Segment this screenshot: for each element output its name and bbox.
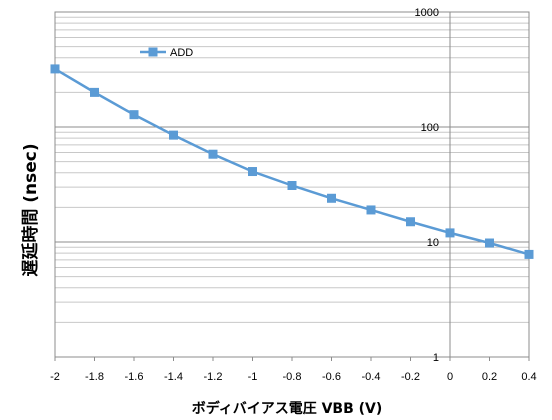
y-axis-title: 遅延時間 (nsec) — [20, 143, 41, 276]
data-point — [287, 180, 297, 190]
x-tick-label: -1.8 — [85, 371, 104, 383]
axes — [54, 11, 530, 361]
x-tick-label: -1.2 — [204, 371, 223, 383]
x-tick-label: 0.4 — [521, 371, 536, 383]
x-tick-label: -0.8 — [283, 371, 302, 383]
data-point — [485, 238, 494, 248]
x-tick-label: 0 — [447, 371, 453, 383]
y-tick-label: 1 — [433, 352, 439, 364]
tick-labels: -2 -1.8 -1.6 -1.4 -1.2 -1 -0.8 -0.6 -0.4 -0.2 0 0.2… — [50, 7, 537, 383]
data-point — [129, 110, 139, 120]
x-tick-label: -2 — [50, 371, 60, 383]
legend: ADD — [140, 47, 193, 59]
series-layer — [50, 64, 534, 259]
data-point — [248, 167, 257, 177]
data-point — [366, 205, 376, 215]
x-tick-label: -0.2 — [401, 371, 420, 383]
legend-marker-add — [148, 47, 158, 57]
data-point — [524, 249, 534, 259]
x-tick-label: -1.6 — [125, 371, 144, 383]
data-point — [208, 149, 218, 159]
data-point — [90, 87, 99, 97]
data-point — [169, 130, 178, 140]
legend-label-add: ADD — [170, 47, 193, 59]
x-tick-label: -0.4 — [362, 371, 381, 383]
x-tick-label: -0.6 — [322, 371, 341, 383]
data-point — [406, 217, 415, 227]
x-tick-label: 0.2 — [482, 371, 497, 383]
y-tick-label: 10 — [427, 237, 439, 249]
x-tick-label: -1.4 — [164, 371, 183, 383]
y-tick-label: 1000 — [415, 7, 439, 19]
x-tick-label: -1 — [248, 371, 258, 383]
data-point — [50, 64, 60, 74]
data-point — [445, 228, 455, 238]
x-axis-title: ボディバイアス電圧 VBB (V) — [192, 400, 383, 417]
data-point — [327, 193, 336, 203]
y-tick-label: 100 — [421, 122, 439, 134]
